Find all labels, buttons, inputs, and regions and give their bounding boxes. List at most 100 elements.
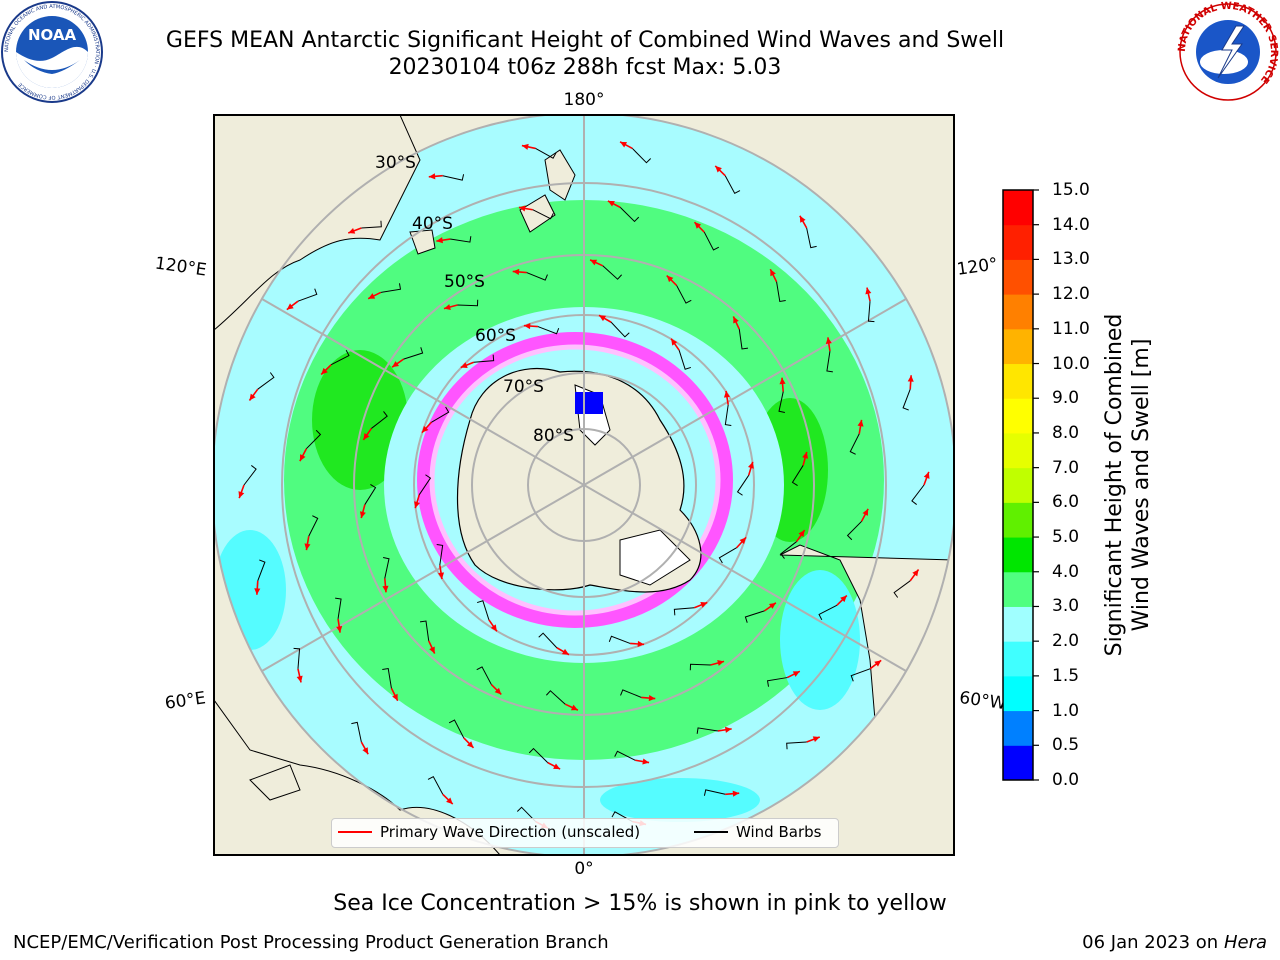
colorbar-bin [1003,537,1033,573]
wave-arrowhead [717,660,725,666]
wind-barb [689,663,711,671]
wind-barb [736,475,750,496]
colorbar-tick-label: 3.0 [1052,596,1080,617]
wind-barb [818,604,838,621]
legend-swatch-wave [338,831,372,833]
colorbar-tick-label: 1.0 [1052,700,1080,721]
sea-ice-note: Sea Ice Concentration > 15% is shown in … [333,891,947,916]
lon-label-120w: 120° [956,254,999,280]
wind-barb [696,727,718,734]
svg-text:NOAA: NOAA [28,26,77,44]
wave-arrowhead [700,602,708,608]
wind-barb [308,515,319,537]
lat-label-30s: 30°S [375,153,416,173]
wave-arrowhead [862,508,869,516]
colorbar-bin [1003,571,1033,607]
colorbar-tick-label: 10.0 [1052,353,1090,374]
wind-barb [902,389,911,411]
wave-arrowhead [570,704,578,711]
legend-swatch-wind [694,831,728,833]
lat-label-60s: 60°S [475,326,516,346]
wave-arrowhead [299,454,306,462]
wind-barb [351,721,362,743]
date-text: 06 Jan 2023 on [1082,932,1219,953]
legend-item-wind: Wind Barbs [694,823,821,841]
colorbar-tick-label: 12.0 [1052,284,1090,305]
wind-barb [403,347,424,360]
wave-arrowhead [363,433,370,440]
colorbar-bin [1003,606,1033,642]
lat-label-70s: 70°S [503,377,544,397]
wave-arrowhead [599,315,607,322]
map-frame [213,114,955,856]
wave-arrowhead [321,367,328,375]
wind-barb [780,541,797,559]
wave-arrowhead [368,293,376,299]
wind-barb [786,741,807,750]
wave-arrowhead [382,585,389,593]
wind-barb [293,647,301,669]
wind-barb [257,559,266,581]
lon-label-120e: 120°E [154,254,208,281]
colorbar-tick-label: 5.0 [1052,527,1080,548]
wave-arrowhead [336,625,343,633]
wave-arrowhead [923,471,930,479]
wave-arrowhead [825,337,832,345]
wind-barb [450,236,472,243]
lon-label-60w: 60°W [958,688,1007,714]
wind-barb [826,351,833,373]
wave-arrowhead [421,425,429,433]
wind-barb [382,667,392,689]
wind-barb [243,465,257,486]
wave-arrowhead [446,797,453,805]
colorbar-tick-label: 6.0 [1052,492,1080,513]
wind-barb [532,209,554,220]
wind-barb [614,750,636,761]
wind-barb [427,775,444,795]
wind-barb [361,220,382,229]
legend-label-wave: Primary Wave Direction (unscaled) [380,823,641,841]
wind-barb [306,429,322,450]
graticule [214,115,954,855]
wind-barb [620,689,642,698]
wave-arrowhead [429,646,435,654]
wind-barb [776,281,786,303]
wave-arrowhead [512,268,520,275]
wave-arrowhead [733,316,739,324]
wave-arrowhead [553,763,561,770]
wind-barb [448,719,465,739]
wave-arrowhead [436,237,444,244]
wind-barb [419,620,430,641]
wind-barb [528,747,549,763]
colorbar-tick-label: 11.0 [1052,318,1090,339]
wave-arrowhead [694,222,702,229]
map-subtitle: 20230104 t06z 288h fcst Max: 5.03 [388,55,782,80]
wind-barb [538,632,558,649]
wind-barb [806,227,817,249]
wave-arrowhead [620,141,628,148]
wave-arrowhead [857,419,864,427]
colorbar-bin [1003,398,1033,434]
wave-arrowhead [362,747,369,755]
wave-arrowhead [518,205,526,212]
wind-barb [383,557,390,579]
wave-arrowhead [296,675,303,683]
colorbar-bin [1003,467,1033,503]
wind-barb [535,148,557,159]
colorbar-tick-label: 13.0 [1052,249,1090,270]
lon-label-180: 180° [564,90,605,110]
colorbar-bin [1003,363,1033,399]
colorbar-label-line2: Wind Waves and Swell [m] [1129,338,1154,632]
wave-arrowhead [812,736,820,743]
wind-barb [418,474,432,495]
wave-arrowhead [637,640,645,647]
wind-barb [678,350,692,370]
wave-arrowhead [238,491,245,499]
colorbar-tick-label: 7.0 [1052,457,1080,478]
wind-barb [778,391,785,413]
wave-arrowhead [799,215,806,223]
wind-barb [791,465,804,486]
wave-arrowhead [304,543,311,551]
wave-arrowhead [286,303,294,310]
wind-barb [476,666,492,685]
